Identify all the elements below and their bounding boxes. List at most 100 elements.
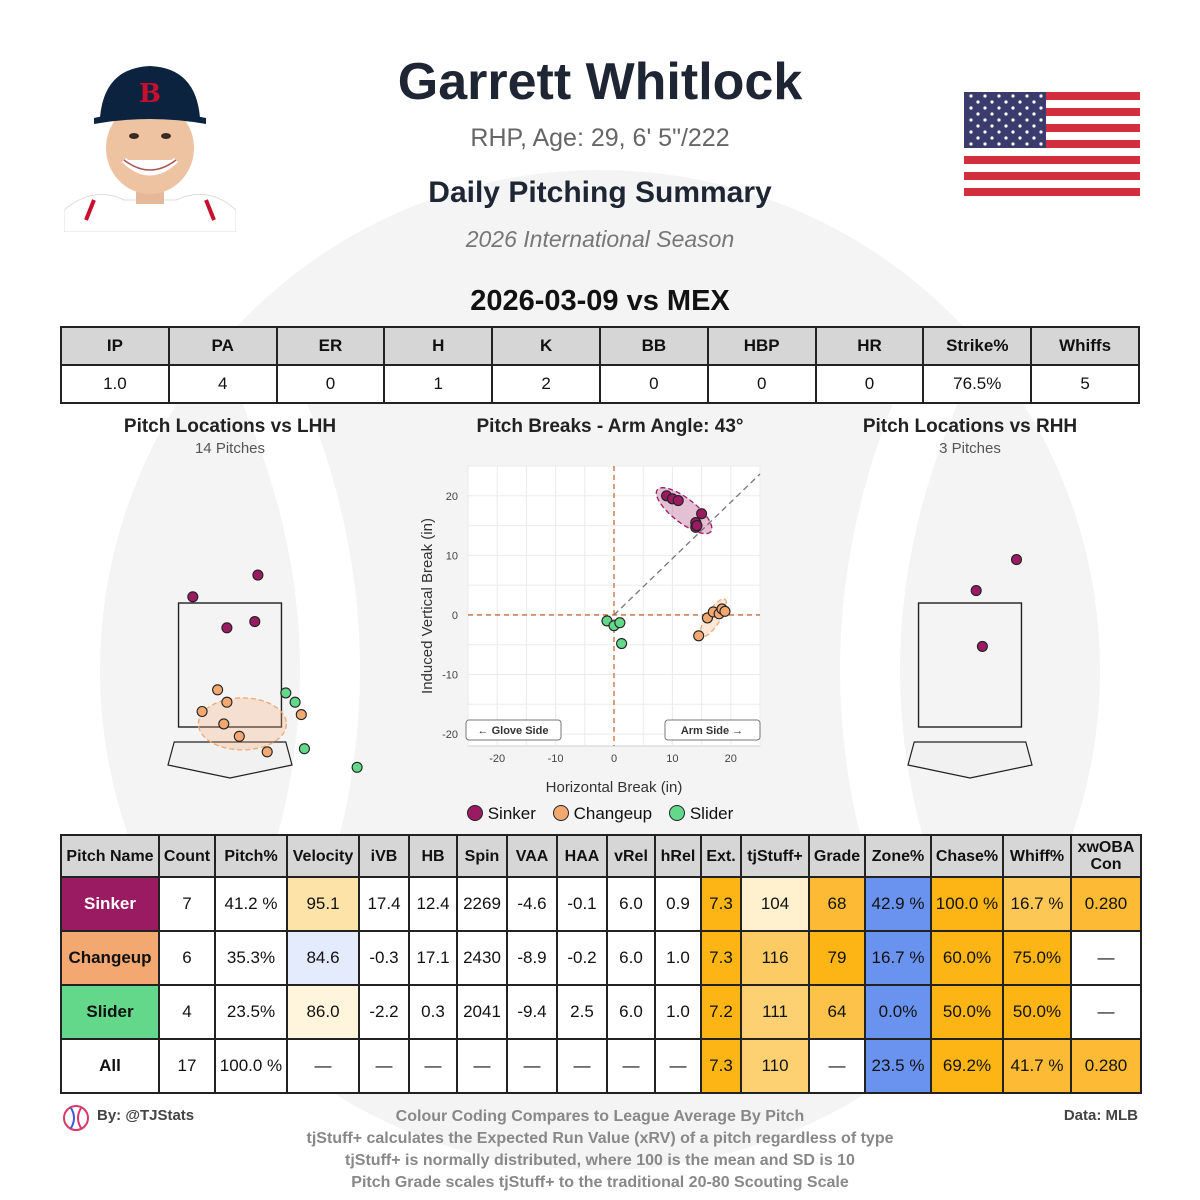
table-row: All 17 100.0 % — — — — — — — —7.3 110—23.5 % 69.2% 41… [60, 1038, 1142, 1094]
x-tick-label: 0 [611, 753, 617, 765]
game-stats-table: IP PA ER H K BB HBP HR Strike% Whiffs 1.0 4 0 1 2 0 0 0 7… [60, 326, 1140, 404]
pitch-value-cell: 69.2% [930, 1038, 1004, 1094]
lhh-panel-title: Pitch Locations vs LHH [123, 416, 337, 437]
tjstats-logo-icon [63, 1105, 89, 1131]
note-4: Pitch Grade scales tjStuff+ to the tradi… [351, 1174, 849, 1191]
pitch-value-cell: 42.9 % [864, 876, 932, 932]
pitch-summary-table: Pitch Name Count Pitch% Velocity iVB HB Spin VA… [60, 834, 1142, 1094]
pitch-header-cell: xwOBA Con [1070, 834, 1142, 878]
pitch-value-cell: 17.4 [358, 876, 410, 932]
stats-header-cell: ER [275, 326, 386, 366]
pitch-value-cell: 23.5% [214, 984, 288, 1040]
pitch-legend: Sinker Changeup Slider [0, 804, 1200, 824]
pitch-value-cell: 104 [740, 876, 810, 932]
pitch-value-cell: 7.2 [700, 984, 742, 1040]
pitch-name-cell: Changeup [60, 930, 160, 986]
stats-header-cell: BB [598, 326, 709, 366]
pitch-header-cell: tjStuff+ [740, 834, 810, 878]
x-tick-label: 20 [725, 753, 737, 765]
slider-dot-icon [668, 805, 685, 821]
pitch-value-cell: 0.3 [408, 984, 458, 1040]
pitch-value-cell: 0.280 [1070, 876, 1142, 932]
slider-point [289, 696, 301, 708]
pitch-name-cell: All [60, 1038, 160, 1094]
pitch-header-cell: Chase% [930, 834, 1004, 878]
rhh-location-chart [907, 554, 1033, 779]
pitch-value-cell: — [1070, 930, 1142, 986]
pitch-value-cell: — [358, 1038, 410, 1094]
pitch-value-cell: 41.7 % [1002, 1038, 1072, 1094]
table-row: Sinker 7 41.2 % 95.1 17.4 12.4 2269 -4.6 -0.1 6.0… [60, 876, 1142, 932]
changeup-point [295, 709, 307, 721]
pitch-value-cell: 7 [158, 876, 216, 932]
pitch-value-cell: 60.0% [930, 930, 1004, 986]
pitch-value-cell: 2.5 [556, 984, 608, 1040]
lhh-panel-subtitle: 14 Pitches [194, 440, 266, 457]
pitch-value-cell: 0.280 [1070, 1038, 1142, 1094]
pitch-value-cell: 79 [808, 930, 866, 986]
pitch-value-cell: -8.9 [506, 930, 558, 986]
pitch-header-cell: Grade [808, 834, 866, 878]
slider-point [280, 687, 292, 699]
sinker-point [249, 616, 261, 628]
home-plate [167, 741, 293, 779]
pitch-value-cell: 2269 [456, 876, 508, 932]
pitch-value-cell: 1.0 [654, 984, 702, 1040]
pitch-value-cell: — [286, 1038, 360, 1094]
y-tick-label: -10 [442, 670, 458, 682]
pitch-value-cell: 4 [158, 984, 216, 1040]
pitch-header-cell: Spin [456, 834, 508, 878]
pitch-value-cell: 2041 [456, 984, 508, 1040]
pitch-value-cell: -0.2 [556, 930, 608, 986]
glove-side-box [465, 719, 562, 741]
pitch-header-cell: Zone% [864, 834, 932, 878]
pitch-value-cell: 35.3% [214, 930, 288, 986]
sinker-point [187, 591, 199, 603]
pitch-value-cell: 95.1 [286, 876, 360, 932]
stats-header-cell: IP [60, 326, 170, 366]
stats-value-cell: 4 [167, 364, 278, 404]
stats-value-cell: 76.5% [922, 364, 1033, 404]
legend-changeup: Changeup [552, 804, 653, 824]
pitch-header-cell: Ext. [700, 834, 742, 878]
pitch-value-cell: 16.7 % [864, 930, 932, 986]
table-row: Slider 4 23.5% 86.0 -2.2 0.3 2041 -9.4 2.5 6.0 1.0… [60, 984, 1142, 1040]
pitch-value-cell: 68 [808, 876, 866, 932]
pitch-value-cell: -9.4 [506, 984, 558, 1040]
pitch-value-cell: — [808, 1038, 866, 1094]
byline: By: @TJStats [97, 1107, 195, 1124]
pitch-value-cell: 1.0 [654, 930, 702, 986]
stats-header-cell: H [383, 326, 494, 366]
pitch-value-cell: 64 [808, 984, 866, 1040]
data-source: Data: MLB [1063, 1107, 1138, 1124]
note-3: tjStuff+ is normally distributed, where … [345, 1152, 855, 1169]
sinker-point [252, 569, 264, 581]
glove-side-label: ← Glove Side [478, 725, 549, 737]
strike-zone [917, 602, 1023, 728]
stats-header-cell: HR [814, 326, 925, 366]
y-tick-label: 10 [446, 550, 458, 562]
sinker-point [976, 640, 988, 652]
legend-changeup-label: Changeup [573, 804, 653, 823]
pitch-header-cell: iVB [358, 834, 410, 878]
pitch-value-cell: — [556, 1038, 608, 1094]
changeup-dot-icon [552, 805, 569, 821]
legend-sinker: Sinker [466, 804, 536, 824]
slider-point [351, 761, 363, 773]
changeup-point [221, 696, 233, 708]
pitch-value-cell: 116 [740, 930, 810, 986]
stats-value-cell: 0 [814, 364, 925, 404]
note-2: tjStuff+ calculates the Expected Run Val… [306, 1130, 894, 1147]
stats-value-cell: 1.0 [60, 364, 170, 404]
rhh-panel-title: Pitch Locations vs RHH [862, 416, 1078, 437]
slider-point [298, 743, 310, 755]
legend-sinker-label: Sinker [487, 804, 536, 823]
pitch-value-cell: -4.6 [506, 876, 558, 932]
pitch-value-cell: 6.0 [606, 984, 656, 1040]
sinker-point [970, 585, 982, 597]
pitch-break-chart: -20 -10 0 10 20 20 10 0 -10 -20 Horizontal Break (… [419, 465, 761, 796]
pitch-value-cell: 17 [158, 1038, 216, 1094]
svg-text:B: B [139, 79, 161, 109]
changeup-point [212, 684, 224, 696]
pitch-header-cell: Velocity [286, 834, 360, 878]
